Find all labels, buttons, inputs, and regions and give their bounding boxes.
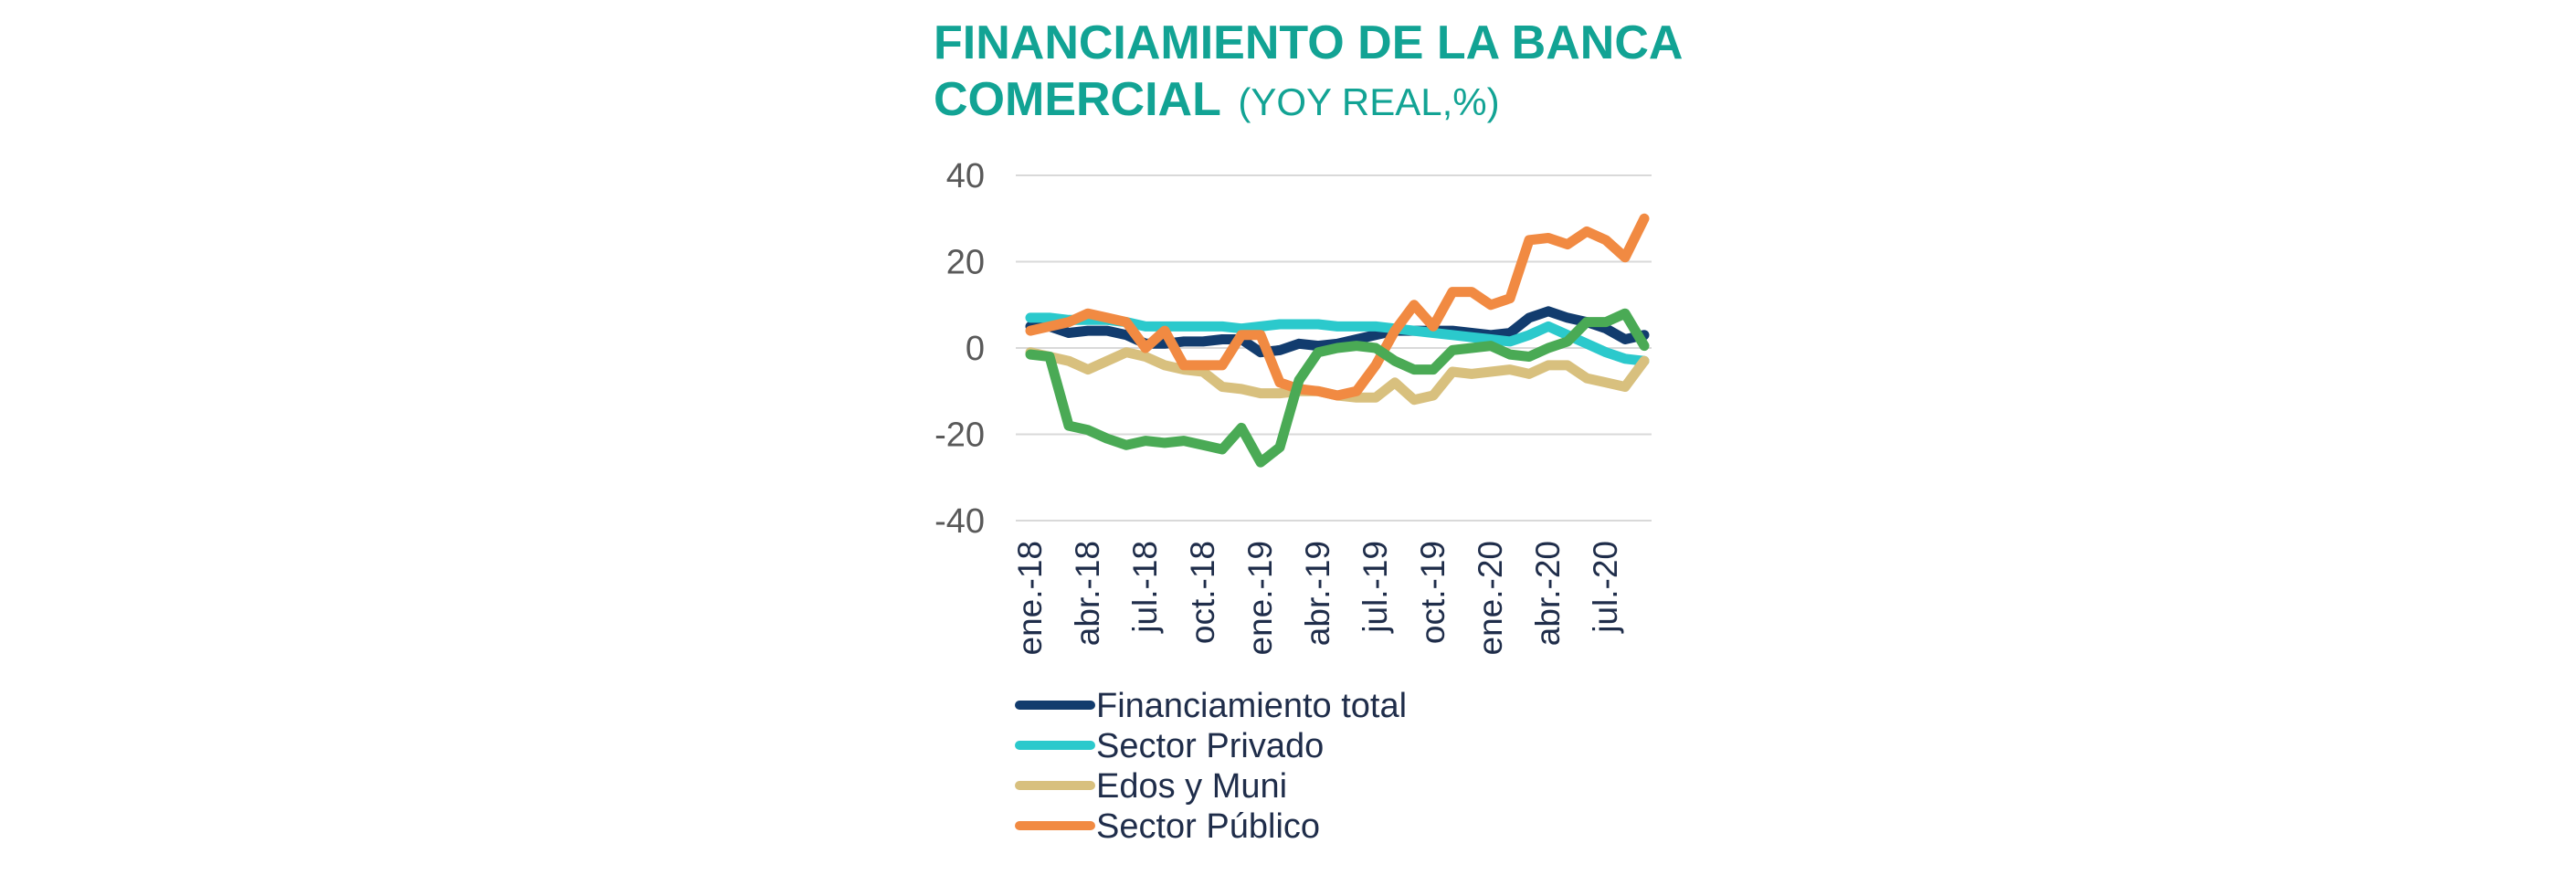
series-lines	[1025, 213, 1650, 468]
chart-title-line-1: FINANCIAMIENTO DE LA BANCA	[934, 16, 1683, 69]
y-tick-label: -40	[934, 502, 985, 541]
x-tick-label: ene.-18	[1011, 541, 1049, 656]
x-tick-label: jul.-18	[1126, 541, 1164, 634]
chart-title-line-2-main: COMERCIAL	[934, 73, 1221, 126]
chart-title-line-2: COMERCIAL (YOY REAL,%)	[934, 73, 1500, 126]
x-axis-tick-labels: ene.-18 abr.-18 jul.-18 oct.-18 ene.-19 abr.-…	[1011, 541, 1624, 656]
y-axis-tick-labels: 40 20 0 -20 -40	[934, 157, 985, 541]
series-line-4	[1025, 213, 1650, 401]
x-tick-label: abr.-19	[1299, 541, 1336, 646]
legend-label: Edos y Muni	[1096, 767, 1287, 806]
legend-label: Sector Público	[1096, 807, 1320, 846]
y-tick-label: 20	[946, 244, 985, 282]
legend-label: Sector Privado	[1096, 727, 1324, 765]
x-tick-label: oct.-19	[1414, 541, 1452, 644]
x-tick-label: ene.-20	[1472, 541, 1509, 656]
legend-label: Financiamiento total	[1096, 687, 1407, 725]
y-tick-label: 0	[966, 330, 985, 368]
x-tick-label: abr.-18	[1069, 541, 1106, 646]
x-tick-label: jul.-20	[1587, 541, 1624, 634]
series-line-5	[1025, 308, 1650, 468]
chart-subtitle: (YOY REAL,%)	[1238, 80, 1499, 123]
x-tick-label: jul.-19	[1357, 541, 1394, 634]
y-tick-label: 40	[946, 157, 985, 195]
x-tick-label: ene.-19	[1241, 541, 1279, 656]
x-tick-label: oct.-18	[1184, 541, 1221, 644]
x-tick-label: abr.-20	[1529, 541, 1567, 646]
y-tick-label: -20	[934, 416, 985, 455]
